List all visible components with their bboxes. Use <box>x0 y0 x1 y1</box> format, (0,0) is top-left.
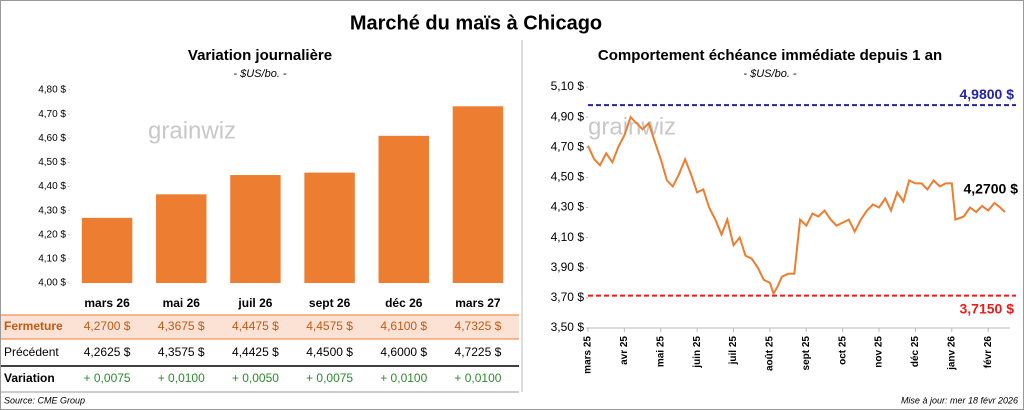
table-cell: 4,4500 $ <box>306 345 353 359</box>
x-tick-label: août 25 <box>765 336 776 371</box>
bar <box>304 172 355 283</box>
value-label: 4,2700 $ <box>84 319 131 333</box>
table-row-highlight <box>1 315 519 339</box>
y-tick-label: 4,00 $ <box>38 278 66 289</box>
table-cell: + 0,0100 <box>380 371 427 385</box>
table-cell: + 0,0050 <box>232 371 279 385</box>
x-tick-label: déc 25 <box>910 336 921 368</box>
x-tick-label: juil 26 <box>237 296 272 310</box>
y-tick-label: 3,90 $ <box>551 260 585 274</box>
y-tick-label: 4,30 $ <box>38 205 66 216</box>
update-date: Mise à jour: mer 18 févr 2026 <box>901 395 1018 405</box>
value-label: 4,4475 $ <box>232 319 279 333</box>
value-label: 4,4575 $ <box>306 319 353 333</box>
row-label: Variation <box>4 371 55 385</box>
x-tick-label: nov 25 <box>874 336 885 368</box>
table-cell: 4,2625 $ <box>84 345 131 359</box>
bar <box>230 175 281 283</box>
y-tick-label: 3,50 $ <box>551 320 585 334</box>
x-tick-label: mai 25 <box>655 336 666 368</box>
y-tick-label: 4,20 $ <box>38 229 66 240</box>
y-tick-label: 4,10 $ <box>38 254 66 265</box>
y-tick-label: 4,70 $ <box>38 109 66 120</box>
last-value-label: 4,2700 $ <box>964 181 1019 197</box>
bar <box>452 106 504 283</box>
bar <box>156 194 207 283</box>
table-cell: + 0,0075 <box>306 371 353 385</box>
y-tick-label: 4,70 $ <box>551 139 585 153</box>
table-cell: 4,7225 $ <box>455 345 502 359</box>
table-cell: 4,4425 $ <box>232 345 279 359</box>
x-tick-label: oct 25 <box>837 336 848 365</box>
table-cell: + 0,0100 <box>158 371 205 385</box>
chart-title: Comportement échéance immédiate depuis 1… <box>598 47 942 64</box>
x-tick-label: juil 25 <box>728 336 739 366</box>
y-tick-label: 3,70 $ <box>551 290 585 304</box>
value-label: 4,6100 $ <box>380 319 427 333</box>
x-tick-label: janv 26 <box>946 336 957 371</box>
table-cell: 4,3575 $ <box>158 345 205 359</box>
x-tick-label: déc 26 <box>385 296 423 310</box>
watermark: grainwiz <box>148 117 236 144</box>
x-tick-label: mars 27 <box>455 296 501 310</box>
chart-title: Variation journalière <box>188 47 332 64</box>
table-cell: 4,6000 $ <box>380 345 427 359</box>
bar <box>81 217 133 283</box>
x-tick-label: mars 26 <box>84 296 130 310</box>
x-tick-label: sept 25 <box>801 336 812 371</box>
y-tick-label: 5,10 $ <box>551 79 585 93</box>
table-cell: + 0,0075 <box>84 371 131 385</box>
y-tick-label: 4,10 $ <box>551 230 585 244</box>
x-tick-label: avr 25 <box>619 336 630 365</box>
reference-label: 3,7150 $ <box>960 300 1015 316</box>
row-label: Précédent <box>4 345 59 359</box>
y-tick-label: 4,90 $ <box>551 109 585 123</box>
source: Source: CME Group <box>4 395 85 405</box>
reference-label: 4,9800 $ <box>960 86 1015 102</box>
bar <box>378 135 429 283</box>
chart-subtitle: - $US/bo. - <box>233 68 287 80</box>
page-title: Marché du maïs à Chicago <box>350 12 602 34</box>
price-line <box>587 115 1006 296</box>
x-tick-label: févr 26 <box>983 336 994 369</box>
x-tick-label: sept 26 <box>309 296 351 310</box>
y-tick-label: 4,40 $ <box>38 181 66 192</box>
y-tick-label: 4,30 $ <box>551 200 585 214</box>
table-cell: + 0,0100 <box>454 371 501 385</box>
x-tick-label: mai 26 <box>163 296 201 310</box>
y-tick-label: 4,50 $ <box>38 157 66 168</box>
y-tick-label: 4,80 $ <box>38 85 66 96</box>
y-tick-label: 4,60 $ <box>38 133 66 144</box>
value-label: 4,3675 $ <box>158 319 205 333</box>
chart-subtitle: - $US/bo. - <box>743 68 797 80</box>
x-tick-label: mars 25 <box>583 336 594 374</box>
row-label: Fermeture <box>4 319 63 333</box>
value-label: 4,7325 $ <box>455 319 502 333</box>
y-tick-label: 4,50 $ <box>551 170 585 184</box>
x-tick-label: juin 25 <box>692 336 703 369</box>
